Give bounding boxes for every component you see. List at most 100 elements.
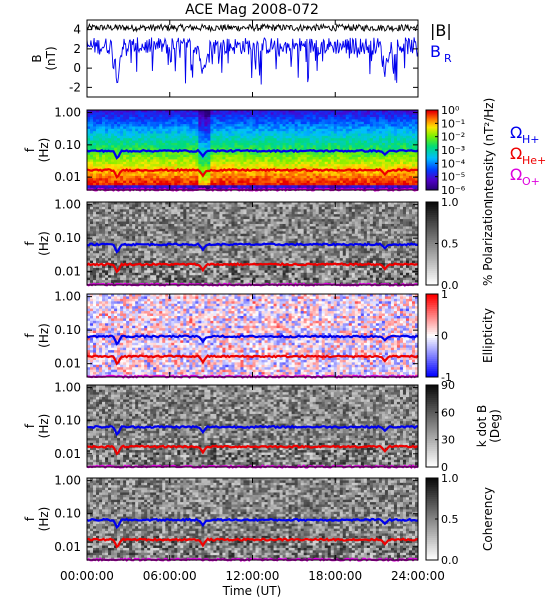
heatmap-cell bbox=[141, 157, 144, 160]
heatmap-cell bbox=[382, 122, 385, 125]
heatmap-cell bbox=[153, 115, 156, 118]
heatmap-cell bbox=[298, 136, 301, 139]
heatmap-cell bbox=[240, 138, 243, 141]
heatmap-cell bbox=[177, 145, 180, 148]
heatmap-cell bbox=[394, 124, 397, 127]
heatmap-cell bbox=[352, 115, 355, 118]
heatmap-cell bbox=[349, 176, 352, 179]
heatmap-cell bbox=[108, 183, 111, 186]
heatmap-cell bbox=[340, 136, 343, 139]
heatmap-cell bbox=[144, 122, 147, 125]
heatmap-cell bbox=[141, 166, 144, 169]
heatmap-cell bbox=[132, 117, 135, 120]
heatmap-cell bbox=[382, 141, 385, 144]
heatmap-cell bbox=[93, 204, 96, 207]
heatmap-cell bbox=[256, 219, 259, 222]
heatmap-cell bbox=[192, 174, 195, 177]
heatmap-cell bbox=[379, 174, 382, 177]
heatmap-cell bbox=[298, 131, 301, 134]
heatmap-cell bbox=[343, 157, 346, 160]
heatmap-cell bbox=[249, 145, 252, 148]
heatmap-cell bbox=[301, 126, 304, 129]
heatmap-cell bbox=[346, 159, 349, 162]
heatmap-cell bbox=[174, 183, 177, 186]
heatmap-cell bbox=[406, 162, 409, 165]
heatmap-cell bbox=[150, 157, 153, 160]
heatmap-cell bbox=[301, 164, 304, 167]
heatmap-cell bbox=[183, 164, 186, 167]
heatmap-cell bbox=[210, 157, 213, 160]
heatmap-cell bbox=[207, 115, 210, 118]
heatmap-cell bbox=[177, 222, 180, 225]
heatmap-cell bbox=[412, 219, 415, 222]
heatmap-cell bbox=[289, 222, 292, 225]
heatmap-cell bbox=[310, 119, 313, 122]
heatmap-cell bbox=[246, 141, 249, 144]
heatmap-cell bbox=[96, 178, 99, 181]
heatmap-cell bbox=[355, 207, 358, 210]
heatmap-cell bbox=[376, 224, 379, 227]
heatmap-cell bbox=[334, 145, 337, 148]
heatmap-cell bbox=[249, 138, 252, 141]
heatmap-cell bbox=[319, 162, 322, 165]
heatmap-cell bbox=[391, 115, 394, 118]
heatmap-cell bbox=[240, 134, 243, 137]
heatmap-cell bbox=[277, 178, 280, 181]
heatmap-cell bbox=[237, 131, 240, 134]
heatmap-cell bbox=[90, 152, 93, 155]
heatmap-cell bbox=[213, 183, 216, 186]
heatmap-cell bbox=[207, 117, 210, 120]
heatmap-cell bbox=[403, 117, 406, 120]
heatmap-cell bbox=[204, 124, 207, 127]
heatmap-cell bbox=[207, 112, 210, 115]
heatmap-cell bbox=[400, 112, 403, 115]
heatmap-cell bbox=[394, 214, 397, 217]
heatmap-cell bbox=[165, 155, 168, 158]
heatmap-cell bbox=[150, 126, 153, 129]
heatmap-cell bbox=[328, 134, 331, 137]
heatmap-cell bbox=[156, 162, 159, 165]
heatmap-cell bbox=[219, 124, 222, 127]
heatmap-cell bbox=[219, 129, 222, 132]
heatmap-cell bbox=[310, 115, 313, 118]
heatmap-cell bbox=[340, 209, 343, 212]
heatmap-cell bbox=[126, 183, 129, 186]
heatmap-cell bbox=[304, 164, 307, 167]
heatmap-cell bbox=[189, 148, 192, 151]
heatmap-cell bbox=[388, 214, 391, 217]
heatmap-cell bbox=[174, 129, 177, 132]
heatmap-cell bbox=[105, 122, 108, 125]
heatmap-cell bbox=[304, 115, 307, 118]
heatmap-cell bbox=[141, 178, 144, 181]
heatmap-cell bbox=[90, 185, 93, 188]
heatmap-cell bbox=[222, 115, 225, 118]
heatmap-cell bbox=[373, 129, 376, 132]
heatmap-cell bbox=[355, 178, 358, 181]
heatmap-cell bbox=[87, 157, 90, 160]
heatmap-cell bbox=[355, 162, 358, 165]
heatmap-cell bbox=[295, 131, 298, 134]
heatmap-cell bbox=[382, 164, 385, 167]
heatmap-cell bbox=[268, 159, 271, 162]
heatmap-cell bbox=[367, 115, 370, 118]
y-axis-label: f(Hz) bbox=[23, 138, 51, 163]
heatmap-cell bbox=[171, 178, 174, 181]
heatmap-cell bbox=[240, 226, 243, 229]
heatmap-cell bbox=[400, 209, 403, 212]
heatmap-cell bbox=[138, 136, 141, 139]
heatmap-cell bbox=[207, 136, 210, 139]
heatmap-cell bbox=[234, 226, 237, 229]
heatmap-cell bbox=[343, 212, 346, 215]
heatmap-cell bbox=[174, 224, 177, 227]
heatmap-cell bbox=[394, 166, 397, 169]
heatmap-cell bbox=[268, 178, 271, 181]
heatmap-cell bbox=[283, 152, 286, 155]
heatmap-cell bbox=[120, 115, 123, 118]
heatmap-cell bbox=[286, 124, 289, 127]
heatmap-cell bbox=[394, 217, 397, 220]
heatmap-cell bbox=[159, 117, 162, 120]
heatmap-cell bbox=[111, 119, 114, 122]
heatmap-cell bbox=[183, 124, 186, 127]
heatmap-cell bbox=[262, 136, 265, 139]
heatmap-cell bbox=[364, 129, 367, 132]
